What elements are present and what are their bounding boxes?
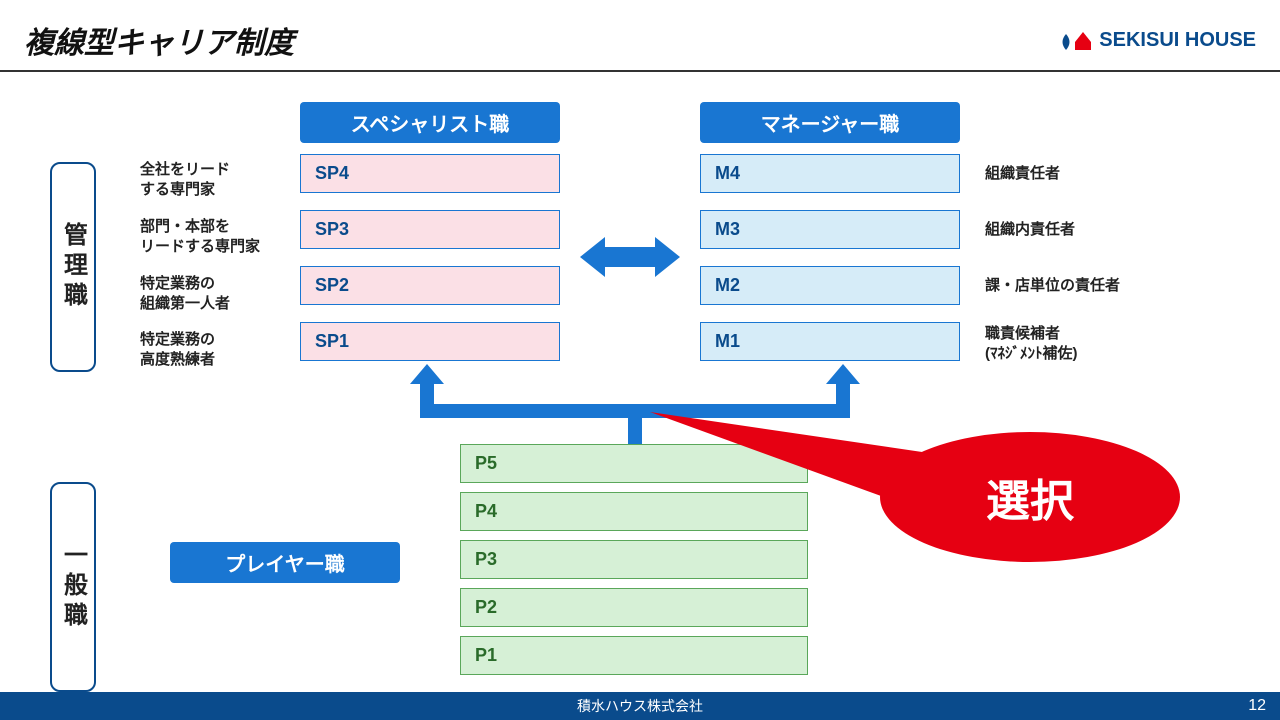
manager-desc-0: 組織責任者 [985, 164, 1060, 184]
brand-logo: SEKISUI HOUSE [1059, 28, 1256, 52]
specialist-level-sp1: SP1 [300, 322, 560, 361]
manager-desc-2: 課・店単位の責任者 [985, 276, 1120, 296]
manager-level-m1: M1 [700, 322, 960, 361]
player-header: プレイヤー職 [170, 542, 400, 583]
callout-ellipse: 選択 [880, 432, 1180, 562]
manager-level-m3: M3 [700, 210, 960, 249]
player-level-p1: P1 [460, 636, 808, 675]
manager-header: マネージャー職 [700, 102, 960, 143]
player-level-p3: P3 [460, 540, 808, 579]
footer-bar: 積水ハウス株式会社 12 [0, 692, 1280, 720]
logo-icon [1059, 28, 1093, 52]
specialist-level-sp4: SP4 [300, 154, 560, 193]
specialist-level-sp3: SP3 [300, 210, 560, 249]
manager-level-m4: M4 [700, 154, 960, 193]
specialist-desc-2: 特定業務の 組織第一人者 [140, 274, 230, 313]
specialist-header: スペシャリスト職 [300, 102, 560, 143]
category-management: 管理職 [50, 162, 96, 372]
specialist-desc-3: 特定業務の 高度熟練者 [140, 330, 215, 369]
manager-desc-1: 組織内責任者 [985, 220, 1075, 240]
specialist-desc-1: 部門・本部を リードする専門家 [140, 217, 260, 256]
diagram-area: 管理職 一般職 スペシャリスト職 全社をリード する専門家 部門・本部を リード… [0, 72, 1280, 692]
specialist-level-sp2: SP2 [300, 266, 560, 305]
manager-desc-3: 職責候補者 (ﾏﾈｼﾞﾒﾝﾄ補佐) [985, 324, 1078, 363]
page-number: 12 [1248, 697, 1266, 715]
specialist-desc-0: 全社をリード する専門家 [140, 160, 230, 199]
footer-company: 積水ハウス株式会社 [577, 696, 703, 716]
player-level-p2: P2 [460, 588, 808, 627]
category-general: 一般職 [50, 482, 96, 692]
manager-level-m2: M2 [700, 266, 960, 305]
slide-title: 複線型キャリア制度 [24, 18, 294, 62]
double-arrow-icon [580, 232, 680, 282]
brand-text: SEKISUI HOUSE [1099, 29, 1256, 52]
